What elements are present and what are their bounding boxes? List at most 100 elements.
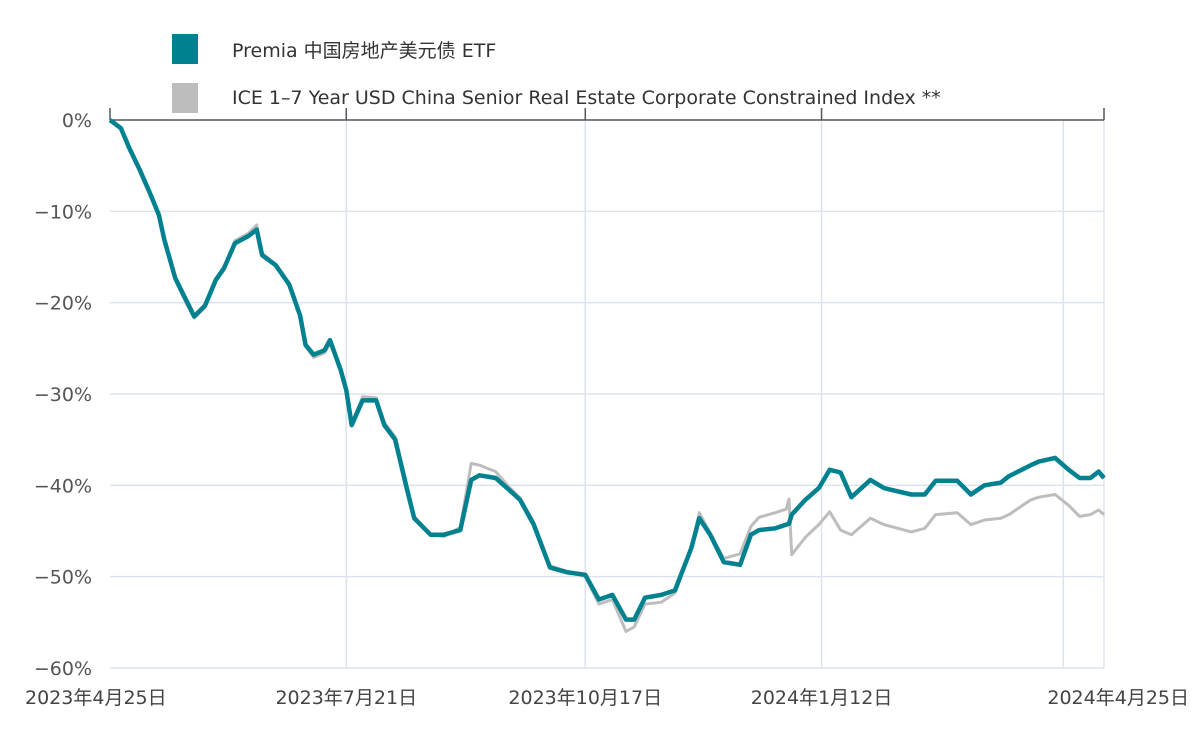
y-tick-label: −40%	[34, 475, 92, 497]
etf-data-point	[549, 567, 551, 569]
etf-data-point	[1098, 471, 1100, 473]
etf-data-point	[851, 496, 853, 498]
etf-data-point	[1079, 477, 1081, 479]
etf-series-line	[108, 118, 1106, 622]
legend-item-etf: Premia 中国房地产美元债 ETF	[172, 34, 496, 64]
etf-data-point	[261, 254, 263, 256]
etf-data-point	[413, 517, 415, 519]
etf-data-point	[288, 284, 290, 286]
etf-data-point	[633, 619, 635, 621]
etf-data-point	[804, 499, 806, 501]
tick-labels: 0% −10% −20% −30% −40% −50% −60% 2023年4月25日 2023…	[25, 110, 1189, 709]
etf-data-point	[829, 469, 831, 471]
y-tick-label: −30%	[34, 384, 92, 406]
etf-data-point	[840, 472, 842, 474]
etf-data-point	[723, 561, 725, 563]
index-data-point	[495, 471, 497, 473]
index-series-line	[109, 118, 1105, 633]
etf-data-point	[430, 534, 432, 536]
etf-data-point	[508, 489, 510, 491]
index-data-point	[1079, 516, 1081, 518]
etf-data-point	[1038, 461, 1040, 463]
y-tick-label: −60%	[34, 658, 92, 680]
index-data-point	[661, 601, 663, 603]
etf-data-point	[109, 119, 111, 121]
index-data-point	[935, 514, 937, 516]
y-tick-label: −10%	[34, 201, 92, 223]
etf-data-point	[275, 264, 277, 266]
etf-data-point	[174, 277, 176, 279]
etf-data-point	[612, 594, 614, 596]
etf-data-point	[193, 316, 195, 318]
etf-data-point	[1103, 477, 1105, 479]
x-tick-label: 2023年10月17日	[508, 687, 662, 709]
etf-data-point	[1000, 482, 1002, 484]
legend-label-etf: Premia 中国房地产美元债 ETF	[232, 39, 497, 62]
index-data-point	[829, 511, 831, 513]
etf-data-point	[443, 534, 445, 536]
etf-data-point	[345, 390, 347, 392]
etf-data-point	[870, 479, 872, 481]
etf-data-point	[1054, 457, 1056, 459]
axes	[109, 108, 1105, 121]
index-data-point	[924, 527, 926, 529]
index-data-point	[256, 224, 258, 226]
index-data-point	[970, 524, 972, 526]
etf-data-point	[150, 194, 152, 196]
x-tick-label: 2023年7月21日	[275, 687, 417, 709]
index-data-point	[470, 463, 472, 465]
etf-data-point	[299, 315, 301, 317]
legend-swatch-etf	[172, 34, 198, 64]
index-data-point	[818, 524, 820, 526]
etf-data-point	[674, 590, 676, 592]
grid	[110, 120, 1105, 669]
etf-data-point	[533, 524, 535, 526]
etf-data-point	[818, 487, 820, 489]
index-data-point	[1103, 514, 1105, 516]
etf-data-point	[910, 494, 912, 496]
etf-data-point	[384, 424, 386, 426]
index-data-point	[804, 537, 806, 539]
index-data-point	[1030, 499, 1032, 501]
etf-data-point	[120, 127, 122, 129]
etf-data-point	[394, 439, 396, 441]
etf-data-point	[215, 279, 217, 281]
etf-data-point	[1030, 464, 1032, 466]
etf-data-point	[1068, 469, 1070, 471]
etf-data-point	[351, 424, 353, 426]
legend-item-index: ICE 1–7 Year USD China Senior Real Estat…	[172, 83, 941, 113]
index-data-point	[625, 631, 627, 633]
etf-data-point	[375, 400, 377, 402]
x-tick-label: 2024年4月25日	[1047, 687, 1189, 709]
index-data-point	[791, 554, 793, 556]
etf-data-point	[739, 564, 741, 566]
etf-data-point	[1008, 475, 1010, 477]
series-group	[108, 118, 1106, 633]
etf-data-point	[204, 305, 206, 307]
index-data-point	[739, 553, 741, 555]
etf-data-point	[340, 369, 342, 371]
etf-data-point	[584, 574, 586, 576]
etf-data-point	[324, 349, 326, 351]
x-tick-label: 2023年4月25日	[25, 687, 167, 709]
etf-data-point	[598, 599, 600, 601]
etf-data-point	[479, 474, 481, 476]
index-data-point	[775, 512, 777, 514]
etf-data-point	[248, 235, 250, 237]
etf-data-point	[139, 169, 141, 171]
index-data-point	[598, 603, 600, 605]
index-data-point	[1098, 509, 1100, 511]
etf-data-point	[305, 344, 307, 346]
etf-data-point	[1090, 477, 1092, 479]
etf-data-point	[565, 571, 567, 573]
index-data-point	[633, 626, 635, 628]
etf-data-point	[313, 354, 315, 356]
x-tick-label: 2024年1月12日	[751, 687, 893, 709]
index-data-point	[1090, 514, 1092, 516]
etf-data-point	[644, 597, 646, 599]
etf-data-point	[128, 147, 130, 149]
etf-data-point	[984, 485, 986, 487]
etf-data-point	[970, 494, 972, 496]
index-data-point	[883, 524, 885, 526]
